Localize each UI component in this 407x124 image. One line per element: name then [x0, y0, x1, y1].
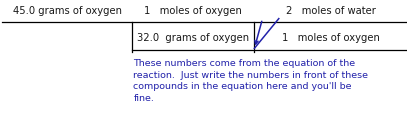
Text: 45.0 grams of oxygen: 45.0 grams of oxygen: [13, 6, 122, 16]
Text: 1   moles of oxygen: 1 moles of oxygen: [282, 33, 380, 43]
Text: 32.0  grams of oxygen: 32.0 grams of oxygen: [137, 33, 249, 43]
Text: 1   moles of oxygen: 1 moles of oxygen: [144, 6, 242, 16]
Text: 2   moles of water: 2 moles of water: [286, 6, 376, 16]
Text: These numbers come from the equation of the
reaction.  Just write the numbers in: These numbers come from the equation of …: [133, 59, 368, 103]
